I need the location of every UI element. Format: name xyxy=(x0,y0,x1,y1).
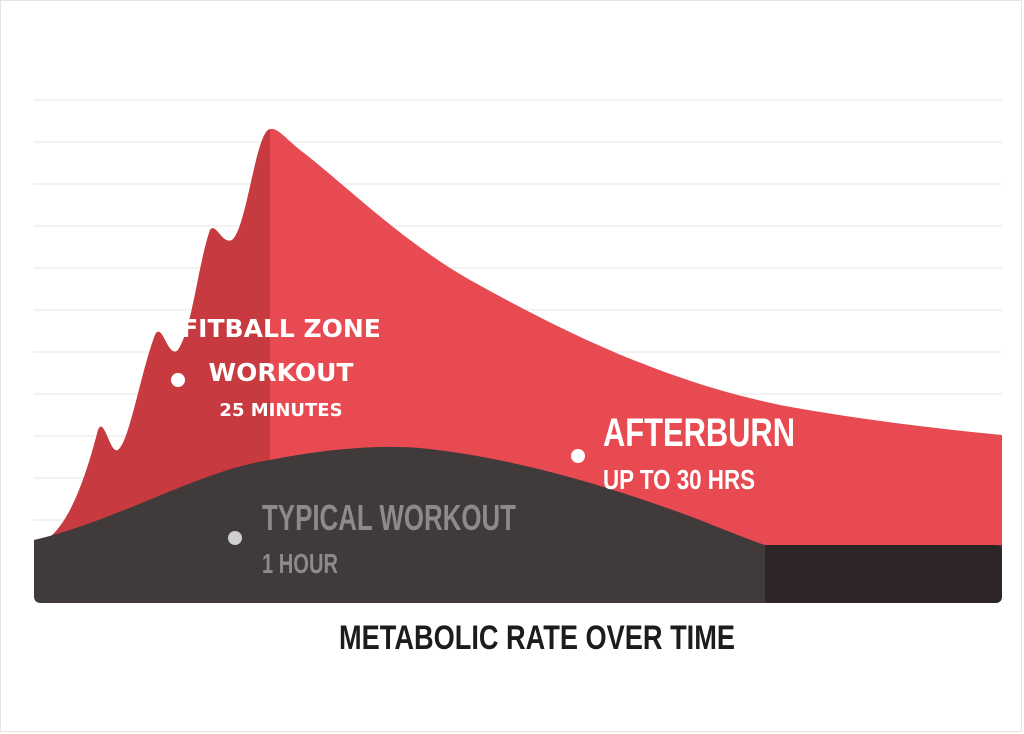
fitball-sublabel: WORKOUT xyxy=(209,358,354,387)
typical-label: TYPICAL WORKOUT xyxy=(262,497,516,538)
typical-workout-area xyxy=(34,446,1002,603)
typical-workout-tail xyxy=(765,545,1002,603)
fitball-marker xyxy=(171,373,185,387)
afterburn-duration: UP TO 30 HRS xyxy=(603,464,755,495)
afterburn-marker xyxy=(571,449,585,463)
chart-title: METABOLIC RATE OVER TIME xyxy=(339,619,735,657)
fitball-label: FITBALL ZONE xyxy=(181,314,381,343)
typical-marker xyxy=(228,531,242,545)
typical-duration: 1 HOUR xyxy=(262,548,338,579)
fitball-duration: 25 MINUTES xyxy=(219,400,342,421)
afterburn-label: AFTERBURN xyxy=(603,411,795,455)
